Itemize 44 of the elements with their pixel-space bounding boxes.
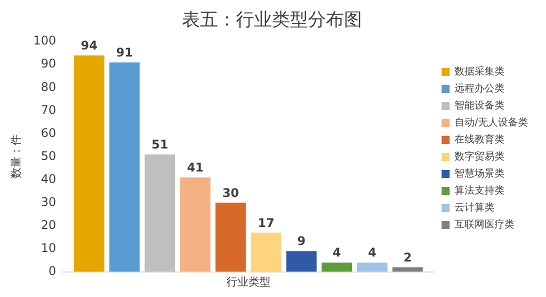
legend-label: 云计算类 (454, 202, 495, 214)
legend-label: 数据采集类 (454, 66, 505, 78)
data-label: 4 (368, 246, 376, 260)
bar (144, 154, 176, 272)
bar (357, 262, 388, 272)
bar (109, 62, 140, 272)
y-tick-label: 60 (40, 126, 56, 140)
legend-label: 在线教育类 (454, 134, 505, 146)
x-axis-title: 行业类型 (226, 275, 270, 288)
data-label: 2 (403, 250, 412, 264)
y-tick-label: 50 (40, 148, 56, 163)
data-label: 41 (186, 160, 204, 175)
bar (250, 232, 282, 272)
data-label: 94 (80, 38, 98, 53)
bar (215, 202, 246, 272)
data-label: 17 (258, 216, 274, 230)
legend-label: 自动/无人设备类 (454, 116, 528, 129)
legend-label: 互联网医疗类 (454, 218, 515, 231)
legend-label: 智慧场景类 (454, 168, 505, 180)
data-label: 91 (116, 45, 133, 60)
bar (286, 251, 317, 272)
bar (392, 267, 423, 272)
y-tick-label: 10 (40, 240, 56, 255)
y-tick-label: 100 (33, 34, 56, 48)
data-label: 4 (332, 246, 342, 260)
y-tick-label: 20 (40, 218, 56, 232)
bar (74, 55, 104, 272)
y-tick-label: 80 (40, 80, 56, 94)
legend-label: 智能设备类 (454, 100, 505, 112)
data-label: 30 (222, 186, 240, 200)
chart-title: 表五：行业类型分布图 (182, 9, 362, 30)
y-tick-label: 70 (40, 102, 56, 117)
y-axis-title: 数量：件 (9, 134, 22, 179)
legend-label: 远程办公类 (454, 82, 505, 95)
y-tick-label: 0 (48, 264, 56, 278)
bar (322, 262, 352, 272)
legend-label: 数字贸易类 (454, 150, 505, 163)
data-label: 9 (297, 234, 306, 248)
y-tick-label: 40 (40, 172, 56, 186)
legend-label: 算法支持类 (454, 184, 505, 197)
data-label: 51 (152, 138, 168, 152)
bar (180, 177, 210, 272)
y-tick-label: 90 (40, 56, 56, 71)
y-tick-label: 30 (40, 194, 56, 209)
